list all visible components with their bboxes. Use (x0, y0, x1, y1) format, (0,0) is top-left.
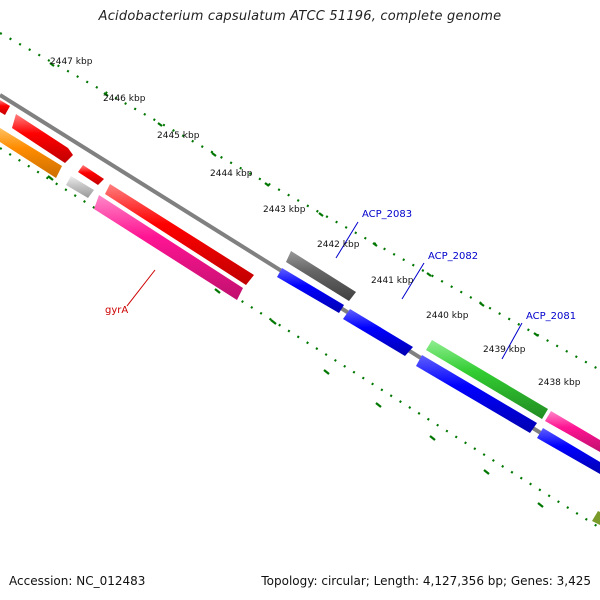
gene-blue-2[interactable] (416, 355, 537, 433)
gene-gray[interactable] (66, 176, 94, 198)
scale-label: 2443 kbp (263, 205, 306, 215)
scale-label: 2444 kbp (210, 169, 253, 179)
scale-label: 2438 kbp (538, 378, 581, 388)
gene-label[interactable]: ACP_2083 (362, 209, 412, 220)
gene-label[interactable]: ACP_2082 (428, 251, 478, 262)
gene-red-1[interactable] (0, 100, 10, 115)
gene-red-4[interactable] (105, 184, 254, 285)
scale-label: 2441 kbp (371, 276, 414, 286)
scale-label: 2447 kbp (50, 57, 93, 67)
gene-green-acp2081[interactable] (426, 340, 548, 419)
gene-red-2[interactable] (12, 114, 73, 163)
scale-label: 2439 kbp (483, 345, 526, 355)
gene-red-3[interactable] (78, 165, 104, 185)
gene-blue-acp2082[interactable] (343, 309, 413, 356)
callout-lines (126, 221, 523, 360)
gene-label[interactable]: gyrA (105, 305, 128, 316)
map-title: Acidobacterium capsulatum ATCC 51196, co… (98, 9, 502, 24)
major-ticks-outer (49, 62, 539, 337)
scale-ticks-outer (0, 32, 600, 371)
accession-text: Accession: NC_012483 (9, 574, 146, 588)
scale-label: 2446 kbp (103, 94, 146, 104)
gene-label[interactable]: ACP_2081 (526, 311, 576, 322)
scale-label: 2442 kbp (317, 240, 360, 250)
scale-label: 2440 kbp (426, 311, 469, 321)
scale-label: 2445 kbp (157, 131, 200, 141)
gene-pink-right[interactable] (545, 411, 600, 452)
gene-orange[interactable] (0, 128, 62, 178)
gene-blue-1[interactable] (277, 268, 344, 313)
topology-text: Topology: circular; Length: 4,127,356 bp… (261, 574, 591, 588)
gene-darkgray-acp2083[interactable] (286, 251, 356, 301)
gene-pink-gyra[interactable] (94, 195, 243, 300)
gene-blue-3[interactable] (537, 428, 600, 474)
gene-olive[interactable] (592, 511, 600, 525)
